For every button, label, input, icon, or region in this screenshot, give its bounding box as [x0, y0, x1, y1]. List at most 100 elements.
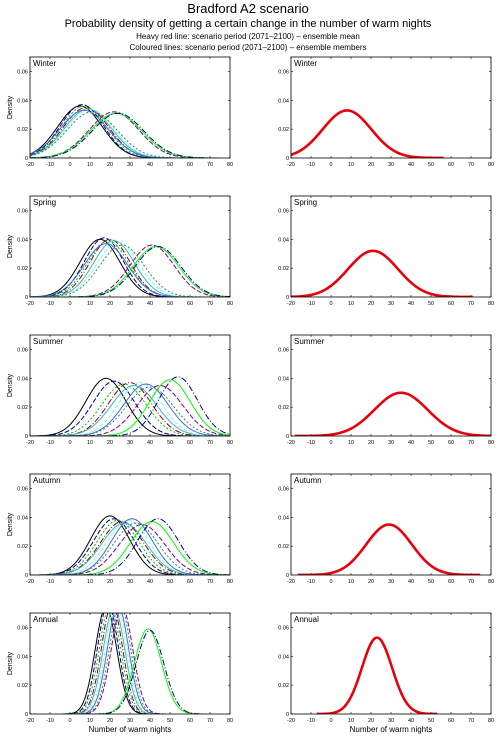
ensemble-mean-curve: [291, 249, 473, 297]
member-curve: [70, 613, 158, 714]
panel-autumn-members: -20 -10 0 10 20 30 40 50 60 70 80 0 0.02 0.04 0.06 Autu…: [7, 473, 233, 585]
member-curve: [76, 518, 230, 575]
plot-frame: [290, 473, 492, 576]
x-tick-label: 20: [107, 162, 113, 168]
panel-annual-mean: -20 -10 0 10 20 30 40 50 60 70 80 0 0.02 0.04 0.06 Annu…: [278, 612, 494, 734]
member-curve: [70, 613, 154, 714]
season-label: Spring: [294, 198, 317, 207]
x-tick-label: 80: [227, 301, 233, 307]
season-label: Annual: [294, 615, 319, 624]
y-tick-label: 0.06: [278, 69, 289, 75]
x-tick-label: -20: [26, 301, 34, 307]
x-tick-label: 60: [187, 579, 193, 585]
x-tick-label: -20: [26, 162, 34, 168]
x-tick-label: 40: [408, 301, 414, 307]
y-tick-label: 0.06: [278, 208, 289, 214]
y-tick-label: 0.06: [17, 347, 28, 353]
x-tick-label: 20: [107, 718, 113, 724]
plot-frame: [290, 56, 492, 159]
x-tick-label: 70: [207, 579, 213, 585]
curve-group: [291, 109, 444, 158]
x-tick-label: 70: [468, 440, 474, 446]
member-curve: [74, 613, 158, 714]
y-tick-label: 0: [25, 156, 28, 162]
ensemble-mean-curve: [294, 391, 491, 436]
member-curve: [56, 386, 230, 436]
x-tick-label: 50: [167, 440, 173, 446]
x-tick-label: 0: [329, 440, 332, 446]
x-tick-label: 20: [368, 162, 374, 168]
x-tick-label: 50: [167, 162, 173, 168]
member-curve: [68, 385, 230, 436]
x-tick-label: 60: [187, 162, 193, 168]
x-axis-label: Number of warm nights: [89, 725, 172, 734]
season-label: Spring: [33, 198, 56, 207]
y-tick-label: 0: [25, 434, 28, 440]
panel-summer-members: -20 -10 0 10 20 30 40 50 60 70 80 0 0.02 0.04 0.06 Summ…: [7, 334, 233, 446]
x-tick-label: 70: [207, 440, 213, 446]
x-tick-label: -10: [307, 718, 315, 724]
member-curve: [30, 107, 178, 158]
x-tick-label: 0: [68, 440, 71, 446]
x-tick-label: -20: [287, 162, 295, 168]
y-tick-label: 0: [286, 573, 289, 579]
x-tick-label: 30: [127, 301, 133, 307]
x-tick-label: 40: [147, 301, 153, 307]
x-tick-label: 70: [468, 579, 474, 585]
x-tick-label: 70: [207, 162, 213, 168]
x-tick-label: 40: [147, 579, 153, 585]
x-tick-label: 30: [388, 440, 394, 446]
x-tick-label: 40: [147, 162, 153, 168]
x-tick-label: 50: [428, 440, 434, 446]
curve-group: [291, 249, 473, 297]
member-curve: [75, 613, 161, 714]
y-tick-label: 0.04: [278, 98, 289, 104]
y-tick-label: 0.04: [17, 654, 28, 660]
y-tick-label: 0.04: [278, 515, 289, 521]
y-tick-label: 0: [25, 573, 28, 579]
curve-group: [62, 613, 206, 714]
curve-group: [30, 376, 230, 436]
x-tick-label: 80: [488, 440, 494, 446]
x-tick-label: 10: [87, 579, 93, 585]
x-tick-label: 80: [488, 162, 494, 168]
member-curve: [30, 240, 190, 297]
x-tick-label: 10: [87, 301, 93, 307]
curve-group: [32, 515, 230, 575]
y-tick-label: 0: [286, 156, 289, 162]
x-tick-label: 30: [127, 440, 133, 446]
x-tick-label: 60: [448, 579, 454, 585]
x-tick-label: 70: [207, 301, 213, 307]
curve-group: [316, 636, 438, 714]
member-curve: [30, 104, 169, 158]
x-tick-label: 60: [448, 301, 454, 307]
member-curve: [50, 524, 230, 575]
x-tick-label: 70: [468, 301, 474, 307]
x-tick-label: 0: [329, 579, 332, 585]
panel-winter-mean: -20 -10 0 10 20 30 40 50 60 70 80 0 0.02 0.04 0.06 Wint…: [278, 56, 494, 168]
y-axis-label: Density: [7, 234, 14, 258]
x-tick-label: 10: [87, 162, 93, 168]
plot-frame: [29, 56, 231, 159]
season-label: Winter: [33, 59, 56, 68]
member-curve: [67, 613, 153, 714]
y-tick-label: 0.06: [17, 69, 28, 75]
member-curve: [33, 244, 211, 297]
x-tick-label: -20: [287, 718, 295, 724]
x-tick-label: 40: [147, 718, 153, 724]
y-tick-label: 0.06: [17, 208, 28, 214]
y-tick-label: 0.02: [278, 127, 289, 133]
y-tick-label: 0.04: [17, 237, 28, 243]
x-tick-label: -20: [287, 440, 295, 446]
x-tick-label: 10: [348, 301, 354, 307]
x-tick-label: 60: [448, 718, 454, 724]
member-curve: [30, 238, 190, 297]
x-tick-label: 70: [468, 718, 474, 724]
x-tick-label: 20: [368, 579, 374, 585]
panel-spring-members: -20 -10 0 10 20 30 40 50 60 70 80 0 0.02 0.04 0.06 Spri…: [7, 195, 233, 307]
member-curve: [30, 112, 221, 158]
member-curve: [30, 238, 180, 297]
y-tick-label: 0.06: [278, 486, 289, 492]
member-curve: [30, 111, 192, 158]
